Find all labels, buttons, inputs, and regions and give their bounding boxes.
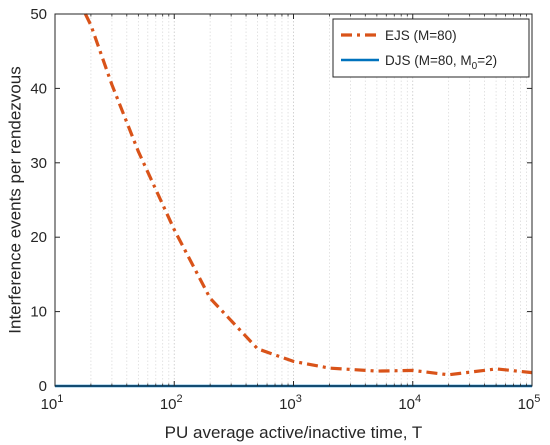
y-tick-label: 50	[30, 6, 47, 23]
series-line	[83, 13, 533, 377]
x-tick-label-exponent: 3	[296, 393, 302, 405]
y-tick-label: 10	[30, 304, 47, 321]
legend-entry-label: DJS (M=80, M0=2)	[385, 53, 497, 72]
y-tick-label: 20	[30, 229, 47, 246]
legend-entry-label: EJS (M=80)	[385, 28, 457, 43]
y-tick-label: 30	[30, 155, 47, 172]
y-tick-label: 40	[30, 80, 47, 97]
ticks	[54, 13, 533, 387]
x-tick-label-exponent: 1	[57, 393, 63, 405]
x-axis-label: PU average active/inactive time, T	[165, 423, 423, 442]
x-tick-label-exponent: 4	[415, 393, 421, 405]
legend-subscript: 0	[472, 61, 478, 72]
legend: EJS (M=80) DJS (M=80, M0=2)	[332, 18, 530, 78]
legend-entry-rest: =2)	[477, 53, 497, 68]
y-tick-label: 0	[39, 378, 47, 395]
grid	[90, 14, 527, 386]
y-axis-label: Interference events per rendezvous	[6, 66, 25, 333]
x-tick-label-exponent: 2	[177, 393, 183, 405]
legend-box	[332, 18, 530, 78]
x-tick-label-exponent: 5	[534, 393, 540, 405]
